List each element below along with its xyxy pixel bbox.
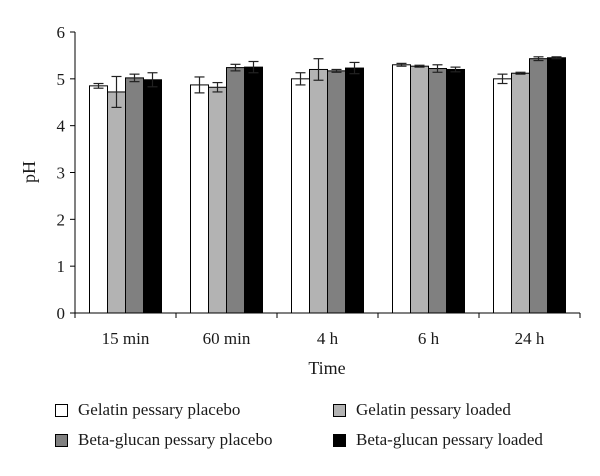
legend-label: Beta-glucan pessary loaded [356, 430, 543, 449]
bar [410, 65, 429, 314]
legend-label: Gelatin pessary placebo [78, 400, 241, 419]
legend-item-gelatin-loaded: Gelatin pessary loaded [333, 399, 511, 421]
bar [446, 68, 465, 314]
bar [392, 64, 411, 314]
x-tick-label: 4 h [317, 329, 339, 348]
x-tick-label: 60 min [203, 329, 251, 348]
legend-swatch [55, 433, 68, 447]
legend-swatch [333, 403, 346, 417]
y-tick-label: 3 [57, 164, 66, 183]
y-tick-label: 2 [57, 210, 66, 229]
y-tick-label: 6 [57, 23, 66, 42]
y-tick-label: 1 [57, 257, 66, 276]
bar [529, 58, 548, 314]
bar [309, 68, 328, 314]
legend-item-beta-glucan-placebo: Beta-glucan pessary placebo [55, 429, 272, 451]
bar [89, 85, 108, 314]
x-tick-label: 24 h [515, 329, 545, 348]
bar [291, 78, 310, 314]
bar [511, 72, 530, 314]
legend: Gelatin pessary placebo Gelatin pessary … [0, 396, 600, 466]
legend-label: Beta-glucan pessary placebo [78, 430, 273, 449]
bar [190, 84, 209, 314]
bar [547, 57, 566, 314]
bar [208, 86, 227, 314]
bar [244, 66, 263, 314]
bar [107, 91, 126, 314]
bar [143, 79, 162, 314]
bar [226, 67, 245, 314]
legend-swatch [55, 403, 68, 417]
bar [327, 70, 346, 314]
y-tick-label: 0 [57, 304, 66, 323]
bar [493, 78, 512, 314]
plot-area: 0 1 2 3 4 5 6 15 min 60 min 4 h 6 h 24 h [57, 23, 581, 348]
x-axis-title: Time [308, 358, 345, 378]
bar [345, 67, 364, 314]
x-tick-label: 6 h [418, 329, 440, 348]
legend-item-gelatin-placebo: Gelatin pessary placebo [55, 399, 240, 421]
legend-swatch [333, 433, 346, 447]
y-axis-title: pH [19, 161, 39, 183]
y-tick-label: 4 [57, 117, 66, 136]
legend-item-beta-glucan-loaded: Beta-glucan pessary loaded [333, 429, 543, 451]
legend-label: Gelatin pessary loaded [356, 400, 511, 419]
y-tick-label: 5 [57, 70, 66, 89]
bar [125, 77, 144, 314]
bar [428, 68, 447, 314]
x-tick-label: 15 min [102, 329, 150, 348]
